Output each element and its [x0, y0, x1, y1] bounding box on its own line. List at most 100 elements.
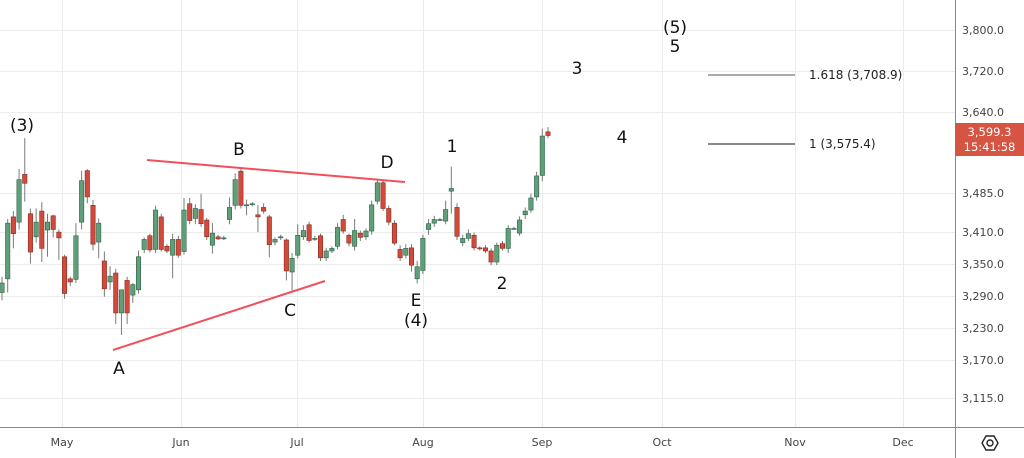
wave-label-4[interactable]: 4: [617, 128, 628, 148]
candle-body-up: [335, 227, 341, 247]
candle-body-up: [528, 197, 534, 211]
wave-label-1[interactable]: 1: [447, 137, 458, 157]
trendlines[interactable]: [112, 159, 406, 351]
candle: [215, 234, 221, 240]
candle: [56, 229, 62, 260]
candle-body-up: [323, 250, 329, 259]
candle: [329, 246, 335, 254]
wave-label-3-major[interactable]: (3): [10, 116, 34, 136]
time-tick-label: Oct: [652, 436, 672, 449]
candle-body-down: [124, 280, 130, 314]
candle: [209, 223, 215, 254]
price-axis[interactable]: 3,800.0 3,720.0 3,640.0 3,485.0 3,410.0 3,350…: [962, 24, 1004, 405]
candle: [374, 180, 380, 205]
candle: [266, 214, 272, 258]
candle: [340, 214, 346, 234]
fib-extension[interactable]: 1.618 (3,708.9) 1 (3,575.4): [708, 68, 902, 151]
candle: [221, 235, 227, 240]
wave-label-5-major[interactable]: (5): [663, 18, 687, 38]
trendline-a-c[interactable]: [112, 280, 326, 351]
candle: [278, 234, 284, 240]
candle: [232, 173, 238, 210]
candle: [136, 250, 142, 294]
candle: [539, 128, 545, 182]
candle: [283, 238, 289, 281]
candle-body-down: [482, 247, 488, 252]
candle-body-up: [431, 219, 437, 224]
candle: [414, 260, 420, 284]
candle: [323, 247, 329, 261]
wave-label-e[interactable]: E: [411, 291, 422, 311]
wave-label-3[interactable]: 3: [572, 59, 583, 79]
candle: [397, 245, 403, 261]
candle: [272, 237, 278, 246]
wave-label-d[interactable]: D: [380, 153, 393, 173]
price-tick-label: 3,170.0: [962, 354, 1004, 367]
candle-body-up: [460, 238, 466, 243]
candle-body-down: [454, 207, 460, 237]
candle-body-up: [420, 238, 426, 271]
wave-label-4-major[interactable]: (4): [404, 311, 428, 331]
candle: [391, 220, 397, 246]
candle-body-down: [266, 216, 272, 245]
candle: [181, 197, 187, 255]
price-tick-label: 3,485.0: [962, 187, 1004, 200]
candle-body-up: [130, 284, 136, 296]
candle: [420, 234, 426, 275]
candle: [295, 224, 301, 259]
candle-body-up: [181, 209, 187, 252]
candle-body-up: [403, 248, 409, 256]
candle: [357, 230, 363, 242]
trendline-b-d[interactable]: [146, 159, 406, 183]
time-tick-label: Nov: [784, 436, 806, 449]
candle-body-down: [471, 234, 477, 249]
candle-body-down: [27, 213, 33, 253]
candle-body-up: [448, 188, 454, 192]
wave-label-a[interactable]: A: [113, 359, 125, 379]
wave-label-5[interactable]: 5: [670, 37, 681, 57]
candle-body-down: [255, 214, 261, 218]
candle: [482, 245, 488, 254]
candles: [0, 127, 551, 335]
candle-body-up: [426, 223, 432, 230]
wave-label-b[interactable]: B: [233, 140, 245, 160]
candle-body-down: [397, 249, 403, 259]
candle: [96, 218, 102, 259]
candle-body-up: [374, 182, 380, 202]
price-tick-label: 3,230.0: [962, 322, 1004, 335]
candle: [528, 193, 534, 213]
candle: [306, 221, 312, 243]
candle-body-up: [227, 207, 233, 220]
wave-label-c[interactable]: C: [284, 301, 296, 321]
gear-icon[interactable]: [980, 433, 1000, 453]
candle-body-up: [136, 256, 142, 291]
candle-body-down: [499, 243, 505, 249]
wave-label-2[interactable]: 2: [497, 274, 508, 294]
candle-body-up: [494, 244, 500, 263]
candle: [204, 217, 210, 240]
candle: [124, 276, 130, 324]
candle: [431, 215, 437, 227]
candle-body-up: [534, 175, 540, 198]
candle: [192, 204, 198, 225]
candle-body-up: [73, 235, 79, 280]
candle: [346, 233, 352, 247]
candle: [147, 233, 153, 253]
candle-body-up: [505, 228, 511, 249]
candle: [517, 216, 523, 236]
last-price-value: 3,599.3: [967, 125, 1012, 139]
time-axis[interactable]: May Jun Jul Aug Sep Oct Nov Dec: [51, 436, 914, 449]
candle-body-up: [272, 239, 278, 243]
candle: [67, 276, 73, 287]
grid: [0, 0, 955, 427]
time-tick-label: Sep: [532, 436, 553, 449]
candle-body-up: [0, 282, 5, 293]
candle: [363, 228, 369, 240]
candle: [10, 211, 16, 249]
candle-body-down: [408, 247, 414, 266]
candle-body-down: [198, 209, 204, 225]
candle: [426, 218, 432, 235]
candle-body-up: [352, 230, 358, 247]
candle-body-down: [187, 203, 193, 221]
